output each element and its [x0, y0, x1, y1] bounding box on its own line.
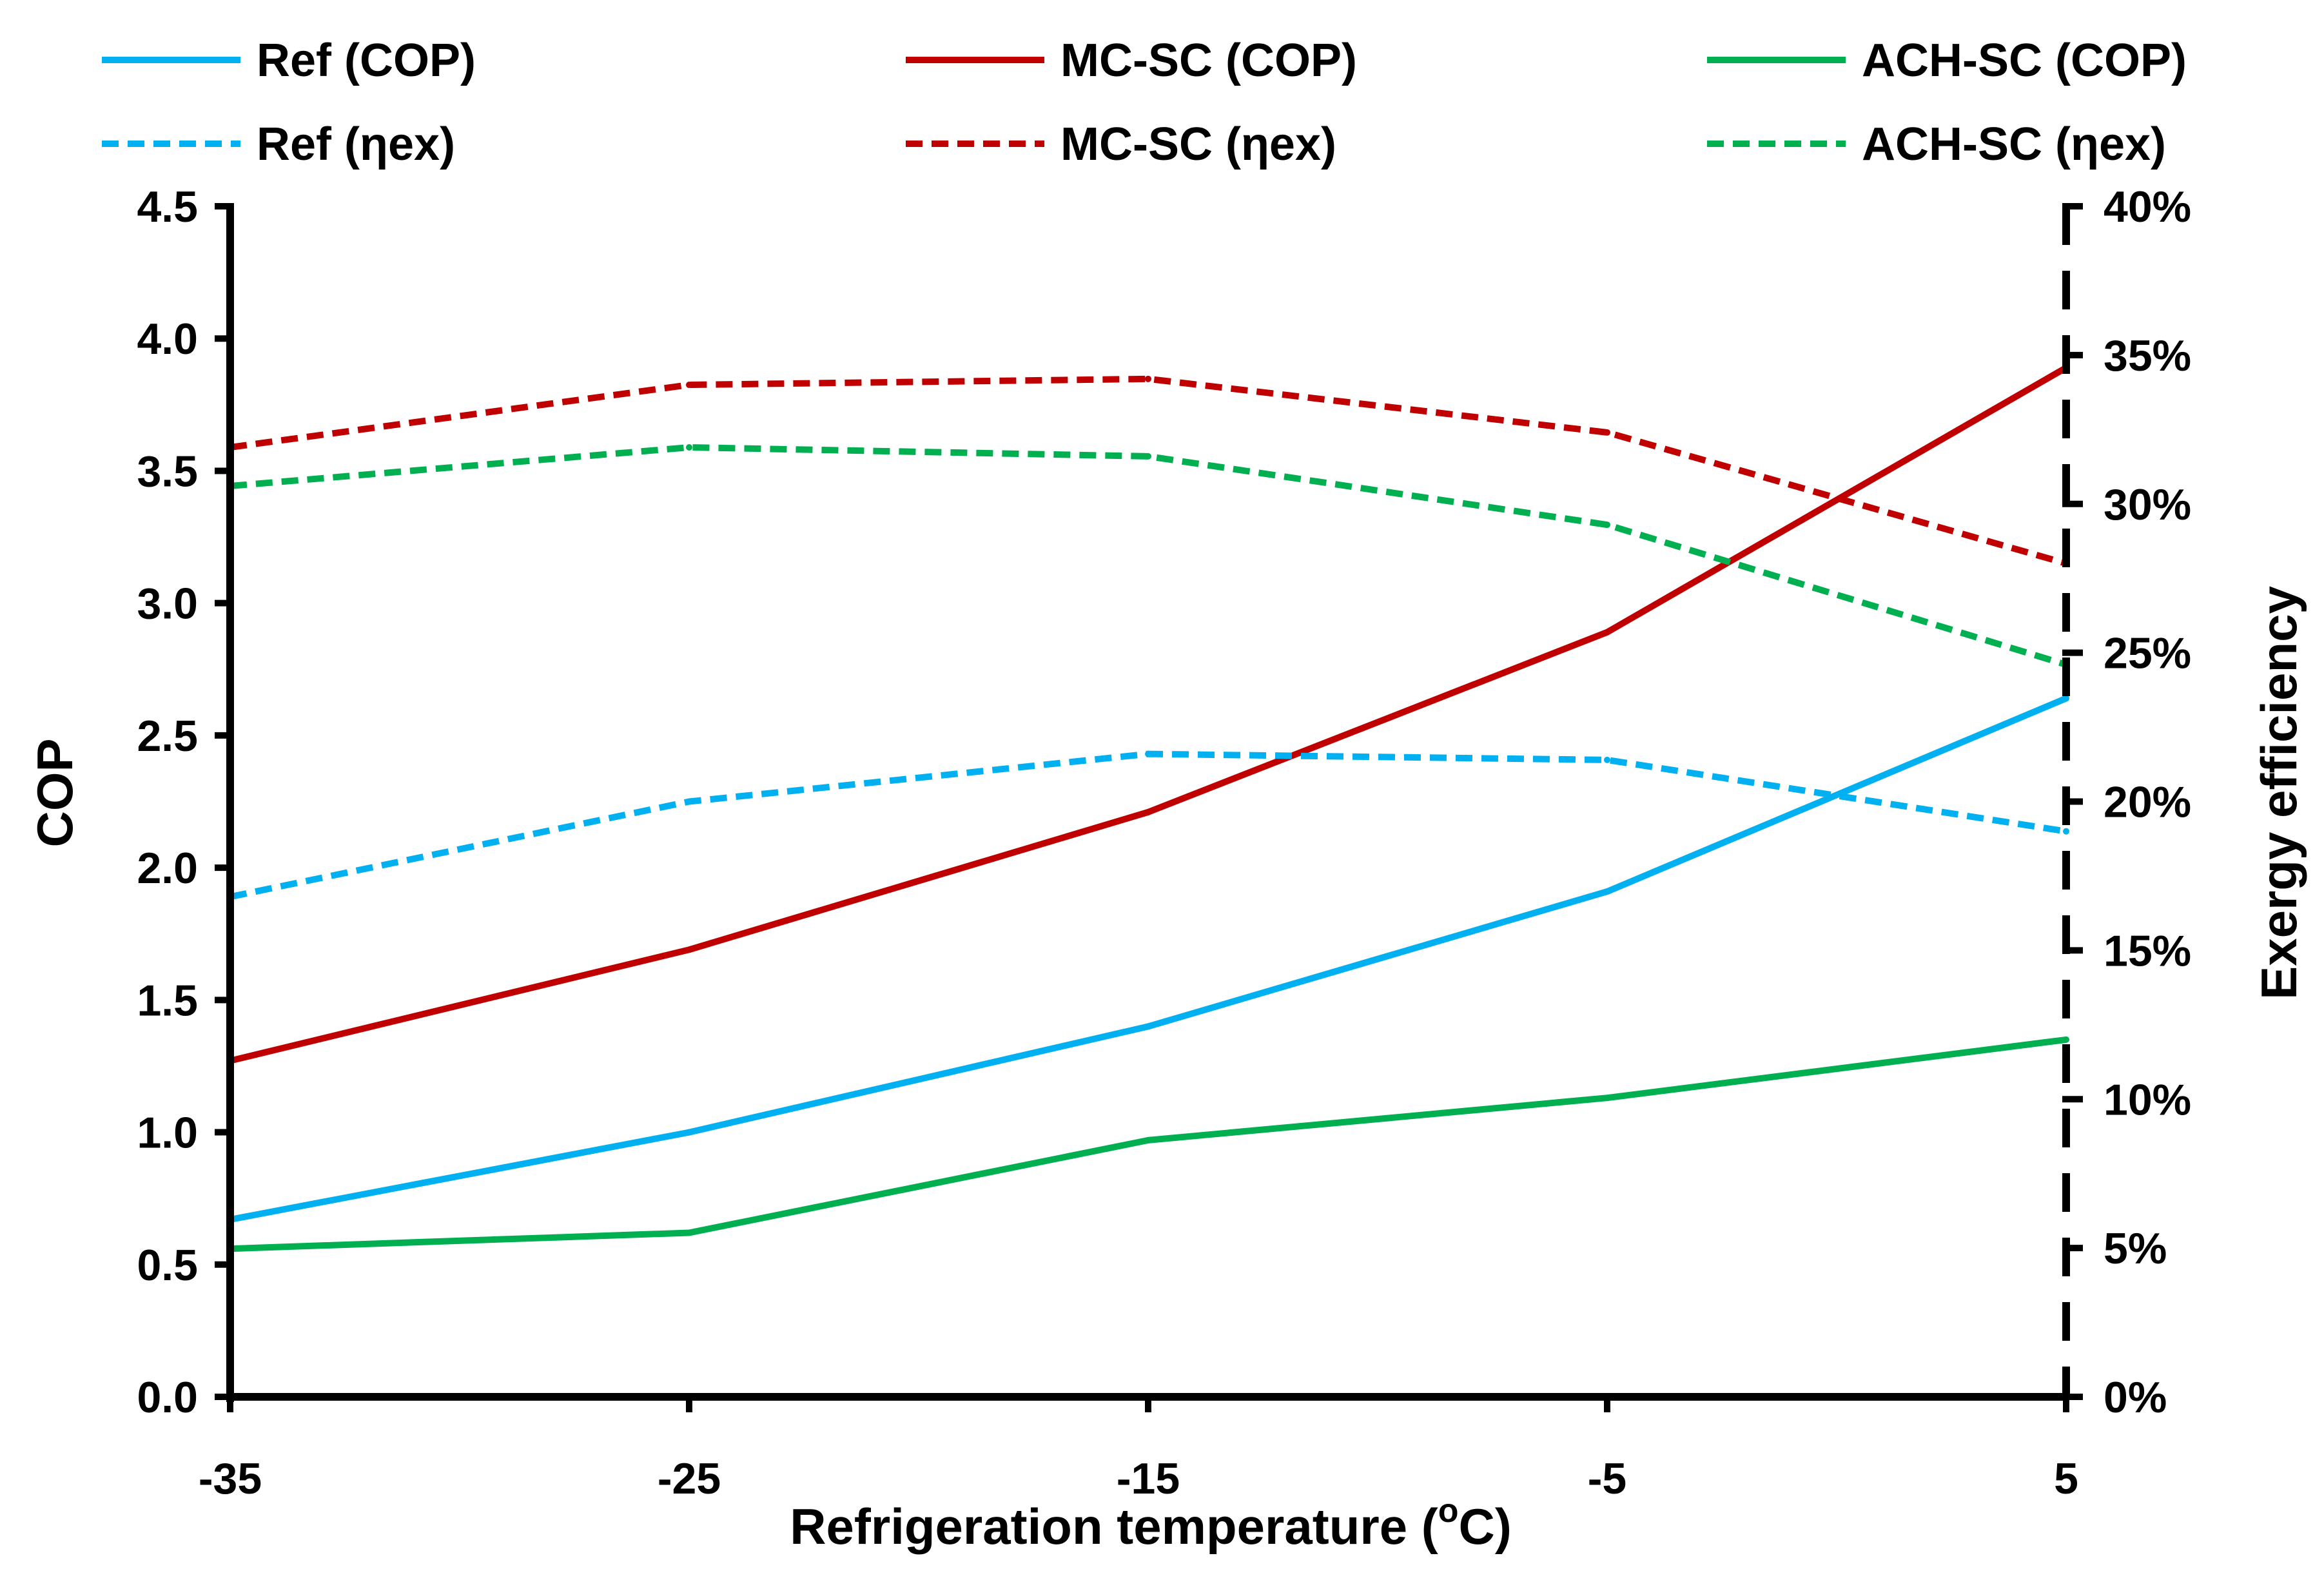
legend-item-ref-etaex: Ref (ηex) [102, 119, 455, 170]
data-point-ach-sc-etaex-3 [1604, 521, 1610, 529]
legend-item-ach-sc-etaex: ACH-SC (ηex) [1707, 119, 2166, 170]
y2-axis-title: Exergy efficiency [2251, 586, 2307, 1000]
data-point-ref-etaex-3 [1604, 756, 1610, 763]
y-tick-label: 0.5 [137, 1241, 198, 1290]
data-point-mc-sc-etaex-3 [1604, 429, 1610, 436]
data-point-mc-sc-etaex-2 [1145, 375, 1151, 382]
x-tick-label: -35 [199, 1454, 262, 1503]
y-tick-label: 4.0 [137, 315, 198, 364]
data-point-ref-cop-4 [2063, 695, 2069, 702]
data-point-mc-sc-cop-1 [686, 946, 692, 953]
data-point-ach-sc-cop-2 [1145, 1136, 1151, 1144]
data-point-mc-sc-cop-3 [1604, 628, 1610, 636]
x-tick-label: 5 [2054, 1454, 2078, 1503]
x-tick-label: -5 [1588, 1454, 1626, 1503]
y-tick-label: 3.5 [137, 447, 198, 496]
y-tick-label: 0.0 [137, 1373, 198, 1422]
legend-label: ACH-SC (COP) [1862, 35, 2187, 86]
x-axis-title-sup: o [1438, 1492, 1459, 1530]
y2-tick-label: 15% [2104, 926, 2191, 975]
series-layer [227, 364, 2069, 1252]
y2-tick-label: 25% [2104, 629, 2191, 678]
y-tick-label: 4.5 [137, 182, 198, 231]
y-axis-title: COP [26, 738, 83, 847]
data-point-ach-sc-etaex-1 [686, 444, 692, 451]
data-point-ref-etaex-2 [1145, 750, 1151, 757]
legend-item-ach-sc-cop: ACH-SC (COP) [1707, 35, 2187, 86]
legend-label: Ref (ηex) [257, 119, 455, 170]
y-tick-label: 3.0 [137, 579, 198, 628]
legend: Ref (COP) MC-SC (COP) ACH-SC (COP) Ref (ηex… [102, 35, 2187, 170]
x-axis-title: Refrigeration temperature (oC) [790, 1492, 1512, 1555]
y2-tick-label: 40% [2104, 182, 2191, 231]
data-point-mc-sc-etaex-1 [686, 382, 692, 389]
axes-layer [226, 206, 2070, 1402]
y-tick-label: 1.0 [137, 1109, 198, 1158]
y-tick-label: 2.5 [137, 712, 198, 761]
series-line-ref-etaex [229, 750, 2067, 901]
ticks-layer: 0.0 0.5 1.0 1.5 2.0 2.5 3.0 3.5 4.0 4.5 0% 5% 10% 15%… [137, 182, 2191, 1503]
legend-label: Ref (COP) [257, 35, 476, 86]
y2-tick-label: 0% [2104, 1373, 2167, 1422]
data-point-ref-etaex-1 [686, 798, 692, 805]
legend-label: MC-SC (ηex) [1060, 119, 1336, 170]
data-point-ach-sc-etaex-2 [1145, 453, 1151, 460]
data-point-ref-cop-3 [1604, 888, 1610, 895]
data-point-ach-sc-cop-3 [1604, 1095, 1610, 1102]
data-point-mc-sc-cop-2 [1145, 808, 1151, 815]
data-point-ach-sc-cop-1 [686, 1229, 692, 1236]
x-tick-label: -25 [658, 1454, 721, 1503]
y2-tick-label: 30% [2104, 480, 2191, 529]
series-line-ach-sc-etaex [229, 444, 2067, 668]
y2-tick-label: 10% [2104, 1075, 2191, 1124]
legend-item-ref-cop: Ref (COP) [102, 35, 476, 86]
data-point-ref-cop-1 [686, 1129, 692, 1136]
series-line-mc-sc-cop [229, 365, 2068, 1064]
legend-label: MC-SC (COP) [1060, 35, 1357, 86]
series-line-mc-sc-etaex [229, 375, 2067, 567]
y2-tick-label: 35% [2104, 331, 2191, 380]
x-tick-label: -15 [1117, 1454, 1180, 1503]
y2-tick-label: 20% [2104, 778, 2191, 827]
data-point-ref-etaex-4 [2063, 828, 2069, 835]
y2-tick-label: 5% [2104, 1224, 2167, 1273]
series-line-ach-sc-cop [229, 1036, 2067, 1252]
data-point-ach-sc-cop-4 [2063, 1036, 2069, 1043]
legend-item-mc-sc-cop: MC-SC (COP) [906, 35, 1357, 86]
y-tick-label: 1.5 [137, 976, 198, 1025]
legend-item-mc-sc-etaex: MC-SC (ηex) [906, 119, 1336, 170]
x-axis-title-main: Refrigeration temperature ( [790, 1498, 1438, 1555]
y-tick-label: 2.0 [137, 844, 198, 893]
legend-label: ACH-SC (ηex) [1862, 119, 2166, 170]
x-axis-title-suffix: C) [1459, 1498, 1512, 1555]
data-point-ref-cop-2 [1145, 1023, 1151, 1030]
